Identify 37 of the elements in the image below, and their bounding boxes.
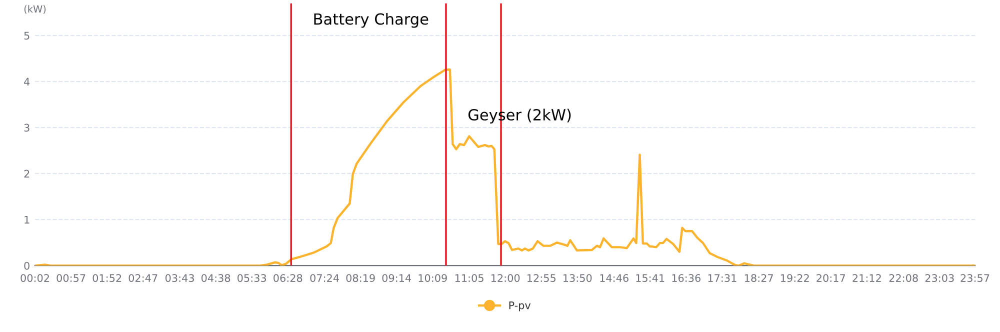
x-tick-label: 12:55 [528, 274, 556, 282]
x-tick-label: 15:41 [636, 274, 664, 282]
x-tick-label: 08:19 [346, 274, 375, 282]
x-tick-label: 10:09 [418, 274, 447, 282]
y-tick-label: 3 [24, 124, 30, 132]
x-tick-label: 22:08 [889, 274, 918, 282]
x-tick-label: 14:46 [600, 274, 628, 282]
x-tick-label: 16:36 [672, 274, 700, 282]
x-tick-label: 01:52 [92, 274, 122, 282]
x-tick-label: 00:57 [56, 274, 86, 282]
line-series [35, 68, 975, 266]
x-tick-label: 03:43 [165, 274, 194, 282]
x-tick-label: 20:17 [816, 274, 845, 282]
x-tick-label: 21:12 [852, 274, 881, 282]
y-tick-label: 1 [24, 216, 30, 224]
y-tick-label: 2 [24, 170, 30, 178]
y-tick-label: 5 [24, 32, 30, 40]
x-tick-label: 12:00 [491, 274, 520, 282]
x-tick-label: 18:27 [744, 274, 773, 282]
x-tick-label: 00:02 [20, 274, 49, 282]
x-tick-label: 05:33 [238, 274, 266, 282]
x-tick-label: 09:14 [382, 274, 412, 282]
x-tick-label: 13:50 [564, 274, 592, 282]
x-tick-label: 04:38 [201, 274, 230, 282]
x-tick-label: 23:57 [960, 274, 990, 282]
y-axis-title: (kW) [24, 5, 46, 14]
y-tick-label: 4 [24, 78, 30, 86]
x-tick-label: 17:31 [708, 274, 736, 282]
legend-label: P-pv [509, 302, 531, 312]
annotation: Battery Charge [314, 12, 428, 28]
x-tick-label: 06:28 [274, 274, 302, 282]
x-tick-label: 02:47 [128, 274, 158, 282]
y-tick-label: 0 [24, 262, 30, 270]
x-tick-label: 07:24 [310, 274, 339, 282]
x-tick-label: 11:05 [455, 274, 484, 282]
x-tick-label: 19:22 [781, 274, 809, 282]
x-tick-label: 23:03 [925, 274, 954, 282]
